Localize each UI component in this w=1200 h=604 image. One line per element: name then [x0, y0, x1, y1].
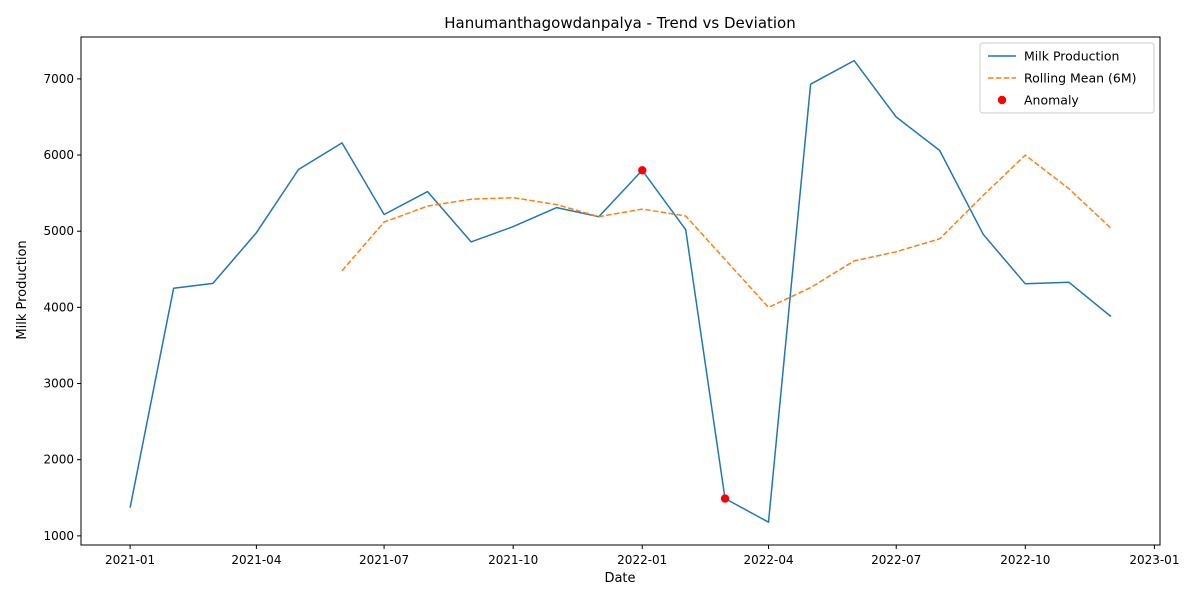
legend-box — [979, 42, 1155, 114]
x-tick-label-7: 2022-10 — [1000, 553, 1050, 567]
x-tick-label-3: 2021-10 — [488, 553, 538, 567]
x-tick-label-1: 2021-04 — [231, 553, 281, 567]
chart-title: Hanumanthagowdanpalya - Trend vs Deviati… — [444, 14, 796, 32]
x-tick-label-4: 2022-01 — [617, 553, 667, 567]
series-line-0 — [129, 59, 1112, 523]
legend-label-0: Milk Production — [1024, 49, 1119, 64]
axes-frame — [80, 36, 1161, 546]
y-tick-label-6: 7000 — [43, 72, 74, 86]
plot-area: 2021-01 2021-04 2021-07 2021-10 2022-01 2022-… — [43, 36, 1179, 567]
legend: Milk Production Rolling Mean (6M) Anomaly — [979, 42, 1155, 114]
y-tick-label-4: 5000 — [43, 224, 74, 238]
x-tick-label-6: 2022-07 — [871, 553, 921, 567]
legend-swatch-2 — [997, 95, 1007, 105]
y-axis-label: Milk Production — [15, 240, 30, 339]
x-tick-label-8: 2023-01 — [1129, 553, 1179, 567]
series-line-1 — [341, 154, 1112, 309]
y-tick-label-2: 3000 — [43, 377, 74, 391]
anomaly-point-0 — [638, 166, 647, 175]
y-tick-label-0: 1000 — [43, 529, 74, 543]
legend-label-2: Anomaly — [1024, 93, 1079, 108]
x-tick-label-2: 2021-07 — [359, 553, 409, 567]
y-tick-label-1: 2000 — [43, 453, 74, 467]
y-tick-label-5: 6000 — [43, 148, 74, 162]
x-tick-label-5: 2022-04 — [743, 553, 793, 567]
x-axis-label: Date — [604, 571, 635, 586]
anomaly-point-1 — [720, 494, 730, 503]
x-tick-label-0: 2021-01 — [105, 553, 155, 567]
y-tick-label-3: 4000 — [43, 300, 74, 314]
legend-label-1: Rolling Mean (6M) — [1024, 71, 1137, 86]
